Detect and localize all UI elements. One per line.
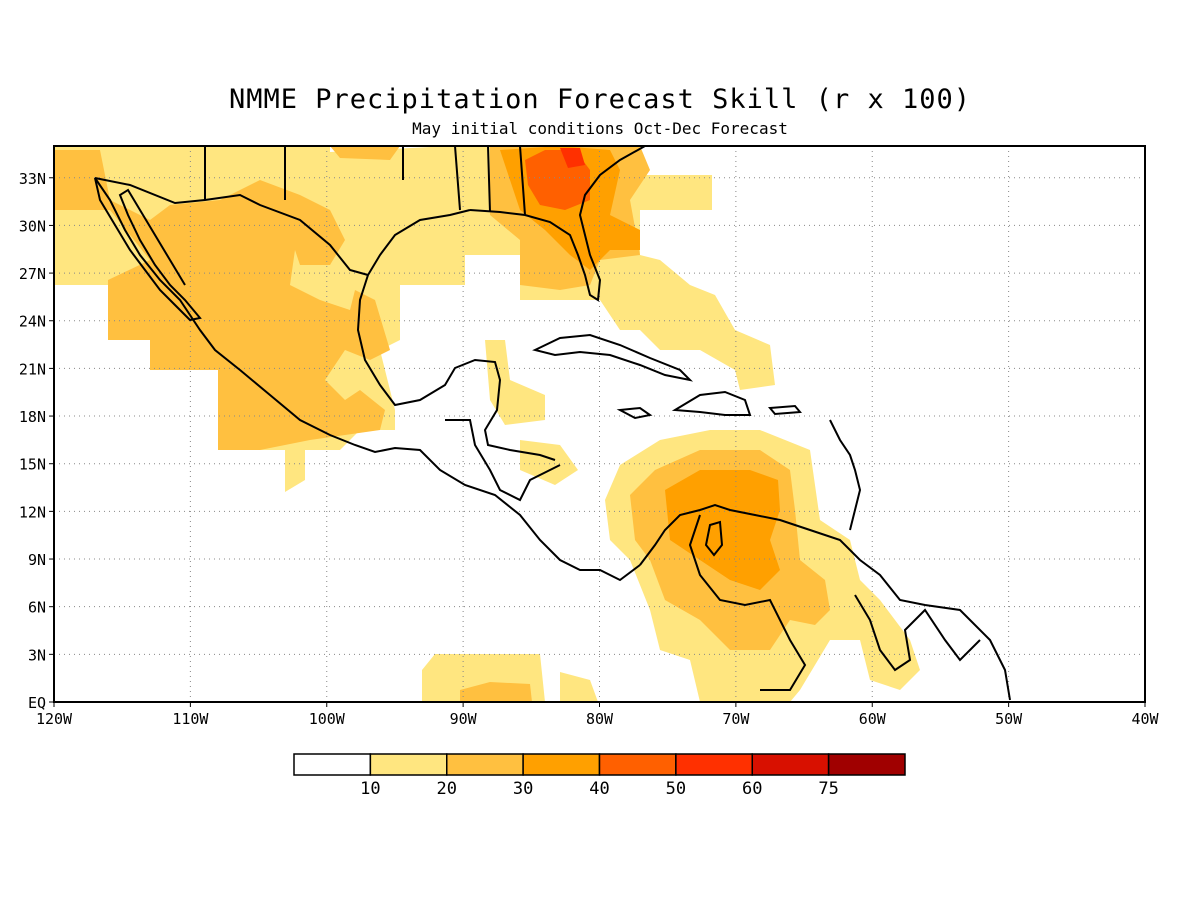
hispaniola (671, 390, 752, 416)
lon-tick-label: 110W (172, 710, 209, 728)
colorbar-swatch (369, 753, 448, 776)
lat-tick-label: 33N (19, 170, 46, 188)
lesser-antilles (829, 419, 862, 531)
mexico-pacific-coast (94, 177, 641, 582)
colorbar-swatch (598, 753, 677, 776)
lake-maracaibo (704, 520, 724, 557)
skill-area-colombia-coast-light (560, 672, 598, 702)
map-subtitle: May initial conditions Oct-Dec Forecast (412, 119, 788, 138)
colorbar-swatch (522, 753, 601, 776)
skill-area-southeast-mid (330, 146, 400, 160)
skill-area-georgia-red (560, 148, 585, 168)
lat-tick-label: 15N (19, 456, 46, 474)
colorbar-label: 20 (437, 779, 457, 799)
colorbar-label: 75 (818, 779, 838, 799)
lon-tick-label: 40W (1131, 710, 1159, 728)
skill-area-yucatan-light (485, 340, 545, 425)
lat-tick-label: 3N (28, 646, 46, 664)
lat-tick-label: 6N (28, 599, 46, 617)
skill-area-pacific-mid (460, 682, 532, 702)
cuba (532, 333, 694, 382)
lat-tick-label: 18N (19, 408, 46, 426)
lon-tick-label: 70W (722, 710, 750, 728)
grid-lines (54, 146, 1145, 702)
lon-tick-label: 90W (450, 710, 478, 728)
colorbar-swatch (293, 753, 372, 776)
jamaica (616, 406, 653, 420)
gulf-coast (356, 209, 556, 461)
lat-tick-label: 12N (19, 503, 46, 521)
lon-tick-label: 100W (309, 710, 346, 728)
lat-tick-label: 24N (19, 313, 46, 331)
colorbar-label: 10 (360, 779, 380, 799)
skill-area-honduras-light (520, 440, 578, 485)
colorbar-swatch (446, 753, 524, 776)
skill-area-venezuela-orange (665, 470, 780, 590)
central-america-borders (445, 419, 561, 502)
colorbar: 10 20 30 40 50 60 75 (293, 753, 906, 799)
lat-tick-label: EQ (28, 694, 46, 712)
lon-tick-label: 50W (995, 710, 1023, 728)
colorbar-label: 60 (742, 779, 762, 799)
lat-tick-label: 30N (19, 217, 46, 235)
baja-california (94, 177, 202, 322)
colorbar-swatch (751, 753, 830, 776)
colombia-venezuela-border (688, 514, 807, 691)
map-title: NMME Precipitation Forecast Skill (r x 1… (229, 84, 971, 115)
state-lines (204, 146, 526, 216)
guyana-borders (854, 594, 981, 672)
south-america-coast (639, 503, 1011, 701)
lon-tick-label: 120W (36, 710, 73, 728)
lon-tick-label: 60W (859, 710, 887, 728)
colorbar-label: 30 (513, 779, 533, 799)
coastlines (94, 146, 1011, 701)
puerto-rico (767, 404, 803, 416)
lat-tick-label: 21N (19, 360, 46, 378)
colorbar-swatch (675, 753, 753, 776)
lat-tick-label: 9N (28, 551, 46, 569)
colorbar-label: 40 (589, 779, 609, 799)
lat-tick-label: 27N (19, 265, 46, 283)
colorbar-swatch (827, 753, 906, 776)
us-gulf-coast (469, 146, 646, 302)
lon-tick-label: 80W (586, 710, 614, 728)
skill-shading (54, 146, 920, 702)
colorbar-label: 50 (666, 779, 686, 799)
us-mexico-border (94, 177, 369, 276)
